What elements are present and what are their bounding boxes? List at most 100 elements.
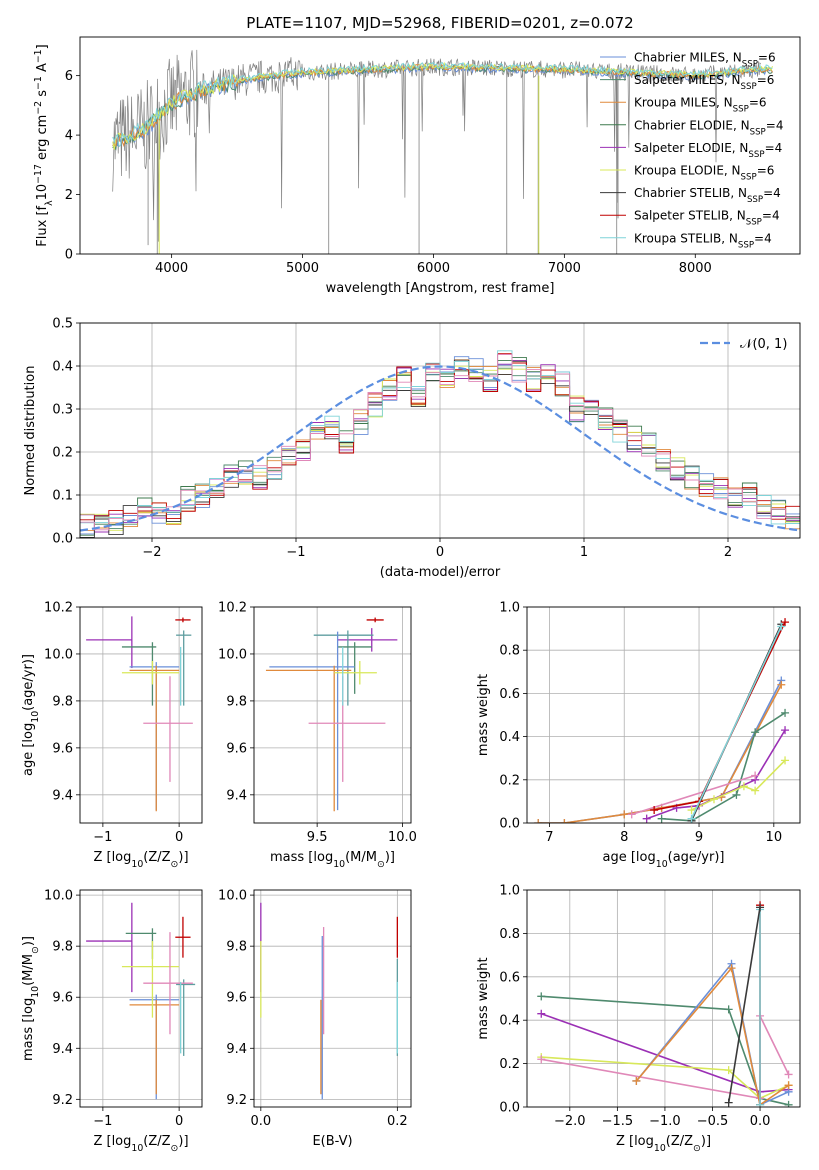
- model-spectrum: [112, 63, 773, 148]
- mass-weight-plot: [534, 618, 790, 823]
- data-point: [308, 676, 386, 782]
- axes-frame: [79, 889, 203, 1108]
- series-marker: [724, 1098, 733, 1107]
- data-point: [121, 642, 157, 706]
- x-tick-label: −1: [286, 545, 305, 560]
- mass-weight-panel: −2.0 −1.5 −1.0 −0.5 0.0 0.0 0.2 0.4 0.6 0.8 1.0 Z […: [476, 884, 801, 1154]
- label-part: Chabrier STELIB, N: [634, 186, 747, 200]
- histogram-panel: −2 −1 0 1 2 0.0 0.1 0.2 0.3 0.4 0.5 (data-model)/er…: [23, 317, 801, 580]
- label-part: =4: [762, 209, 780, 223]
- x-tick-label: −1.0: [649, 1114, 681, 1129]
- label-part: SSP: [733, 105, 749, 115]
- label-part: (M/M: [21, 954, 36, 986]
- label-part: −2: [33, 101, 44, 115]
- y-tick-label: 0: [65, 248, 73, 263]
- x-axis-label: wavelength [Angstrom, rest frame]: [326, 281, 555, 296]
- label-part: (data-model)/error: [380, 565, 501, 580]
- label-part: Kroupa ELODIE, N: [634, 164, 741, 178]
- series-line: [541, 1056, 789, 1100]
- label-part: (age/yr)]: [21, 654, 36, 711]
- series-marker: [650, 806, 659, 815]
- legend-label: Kroupa MILES, NSSP=6: [634, 96, 767, 115]
- series-marker: [709, 795, 718, 804]
- label-part: −1: [33, 76, 44, 90]
- y-axis-label: mass [log10(M/M⊙)]: [21, 936, 41, 1061]
- y-tick-label: 0.4: [499, 730, 520, 745]
- label-part: ⊙: [377, 859, 385, 870]
- x-tick-label: 6000: [417, 261, 450, 276]
- histogram-step: [80, 354, 800, 531]
- y-tick-label: 0.1: [52, 489, 73, 504]
- x-tick-label: 0.2: [387, 1114, 408, 1129]
- x-tick-label: −1.5: [602, 1114, 634, 1129]
- label-part: Chabrier ELODIE, N: [634, 118, 750, 132]
- y-tick-label: 1.0: [499, 884, 520, 899]
- legend-label: Salpeter ELODIE, NSSP=4: [634, 141, 782, 160]
- series-marker: [537, 992, 546, 1001]
- x-tick-label: −1: [93, 830, 112, 845]
- series-marker: [751, 771, 760, 780]
- data-point: [143, 676, 193, 782]
- label-part: 10: [35, 184, 50, 201]
- label-part: mass [log: [21, 998, 36, 1061]
- axes-frame: [253, 606, 412, 824]
- x-tick-label: 2: [724, 545, 732, 560]
- data-point: [265, 665, 352, 812]
- label-part: mass [log: [270, 850, 333, 865]
- mass-weight-plot: [537, 901, 793, 1107]
- axes-frame: [526, 889, 801, 1108]
- data-point: [129, 665, 180, 812]
- series-marker: [781, 618, 790, 627]
- series-line: [727, 907, 761, 1103]
- y-tick-label: 1.0: [499, 601, 520, 616]
- label-part: age [log: [603, 850, 656, 865]
- y-tick-label: 10.2: [218, 601, 247, 616]
- label-part: Chabrier MILES, N: [634, 51, 742, 65]
- axes-frame: [79, 36, 801, 255]
- x-tick-label: 7: [545, 830, 553, 845]
- y-tick-label: 10.2: [44, 601, 73, 616]
- data-point: [129, 994, 180, 1100]
- x-tick-label: −2: [142, 545, 161, 560]
- y-axis-label: Flux [fλ10−17 erg cm−2 s−1 A−1]: [33, 44, 55, 246]
- axes-frame: [526, 606, 801, 824]
- label-part: )]: [178, 1134, 188, 1149]
- y-tick-label: 9.6: [52, 741, 73, 756]
- series-marker: [756, 1100, 765, 1107]
- label-part: )]: [701, 1134, 711, 1149]
- label-part: SSP: [747, 195, 763, 205]
- x-axis-label: (data-model)/error: [380, 565, 501, 580]
- label-part: Salpeter STELIB, N: [634, 209, 746, 223]
- axes-frame: [79, 606, 203, 824]
- series-marker: [732, 790, 741, 799]
- x-tick-label: 0: [175, 1114, 183, 1129]
- series-line: [541, 995, 789, 1106]
- label-part: 10: [131, 859, 143, 870]
- series-marker: [620, 810, 629, 819]
- y-tick-label: 9.4: [226, 788, 247, 803]
- label-part: wavelength [Angstrom, rest frame]: [326, 281, 555, 296]
- x-tick-label: 9: [695, 830, 703, 845]
- y-axis-label: age [log10(age/yr)]: [21, 654, 41, 776]
- y-tick-label: 0.0: [499, 1101, 520, 1116]
- label-part: =4: [765, 141, 783, 155]
- x-tick-label: 8: [620, 830, 628, 845]
- y-tick-label: 0.8: [499, 644, 520, 659]
- label-part: mass weight: [476, 674, 491, 756]
- x-axis-label: Z [log10(Z/Z⊙)]: [93, 850, 188, 870]
- series-marker: [642, 814, 651, 823]
- y-tick-label: 10.0: [218, 889, 247, 904]
- data-point: [86, 616, 133, 669]
- x-tick-label: 10.0: [388, 830, 417, 845]
- label-part: 10: [30, 986, 41, 998]
- label-part: Salpeter ELODIE, N: [634, 141, 748, 155]
- x-axis-label: Z [log10(Z/Z⊙)]: [93, 1134, 188, 1154]
- label-part: =6: [758, 51, 776, 65]
- series-marker: [781, 756, 790, 765]
- data-point: [175, 617, 191, 623]
- label-part: λ: [44, 200, 55, 206]
- label-part: ]: [35, 44, 50, 49]
- label-part: 10: [30, 711, 41, 723]
- label-part: (age/yr)]: [668, 850, 725, 865]
